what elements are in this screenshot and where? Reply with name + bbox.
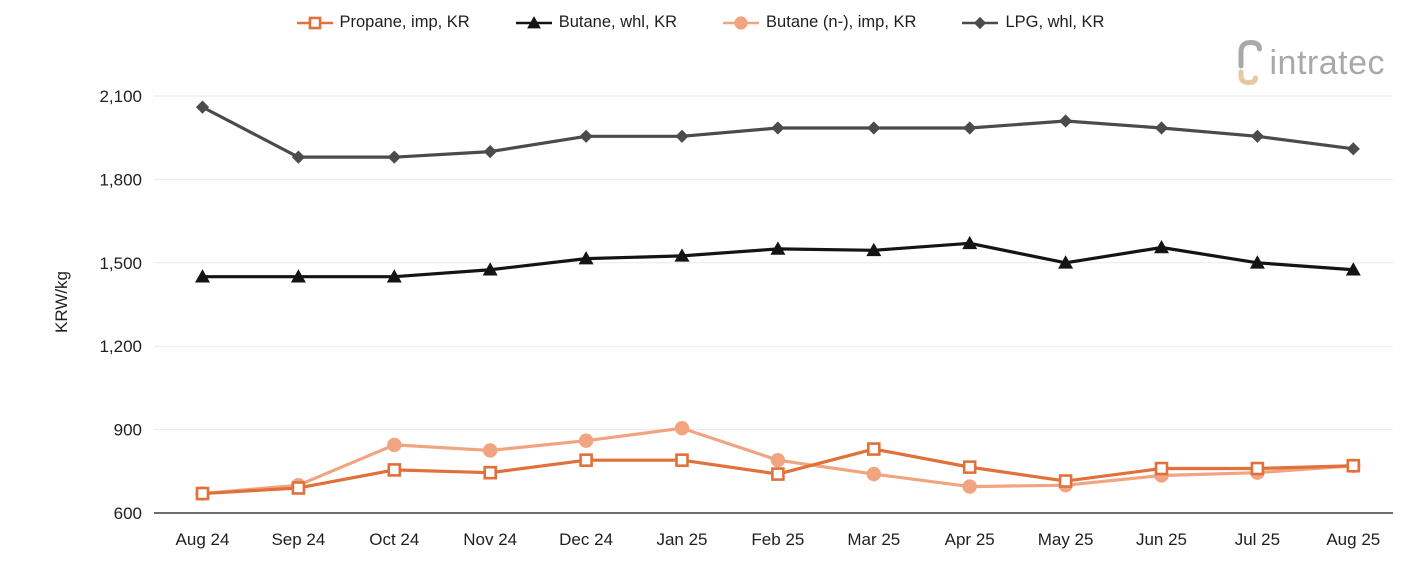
data-point-marker [867, 121, 881, 135]
data-point-marker [1058, 255, 1074, 269]
y-tick-label: 1,200 [99, 337, 142, 356]
open-square-legend-marker-icon [296, 16, 333, 29]
data-point-marker [675, 453, 689, 467]
series-propane-imp-kr [195, 442, 1361, 501]
legend-item-lpg-whl-kr[interactable]: LPG, whl, KR [962, 13, 1104, 32]
data-point-marker [578, 251, 594, 265]
data-point-marker [387, 437, 402, 453]
data-point-marker [974, 16, 987, 29]
legend-label: LPG, whl, KR [1005, 13, 1105, 31]
data-point-marker [579, 129, 593, 143]
data-point-marker [866, 466, 881, 482]
data-point-marker [1250, 461, 1265, 476]
x-tick-label: Aug 24 [176, 530, 230, 549]
x-tick-label: Oct 24 [369, 530, 419, 549]
data-point-marker [1154, 121, 1169, 135]
intratec-logo-text: intratec [1269, 44, 1385, 82]
data-point-marker [963, 121, 977, 135]
data-point-marker [1346, 142, 1360, 156]
data-point-marker [195, 486, 210, 501]
data-point-marker [1249, 255, 1265, 269]
data-point-marker [483, 443, 498, 458]
data-point-marker [734, 15, 748, 30]
data-point-marker [483, 145, 497, 159]
data-point-marker [578, 433, 594, 448]
data-point-marker [1345, 262, 1361, 276]
x-tick-label: Jun 25 [1136, 530, 1187, 549]
data-point-marker [195, 100, 210, 114]
series-lpg-whl-kr [195, 100, 1360, 164]
legend-item-propane-imp-kr[interactable]: Propane, imp, KR [296, 13, 470, 32]
legend-item-butane-whl-kr[interactable]: Butane, whl, KR [515, 13, 678, 32]
chart-legend: Propane, imp, KR Butane, whl, KR Butane (n… [0, 13, 1401, 32]
y-axis-title: KRW/kg [52, 270, 71, 334]
data-point-marker [526, 15, 541, 28]
data-point-marker [866, 442, 881, 456]
y-tick-label: 1,800 [99, 170, 142, 189]
data-point-marker [770, 241, 786, 255]
legend-label: Propane, imp, KR [339, 13, 470, 31]
x-tick-label: Dec 24 [559, 530, 613, 549]
legend-label: Butane, whl, KR [558, 13, 678, 31]
data-point-marker [675, 129, 689, 143]
triangle-legend-marker-icon [515, 15, 552, 28]
data-point-marker [1250, 129, 1264, 143]
data-point-marker [579, 453, 593, 467]
y-tick-label: 2,100 [99, 87, 142, 106]
data-point-marker [674, 248, 690, 262]
y-axis-tick-labels: 600 900 1,200 1,500 1,800 2,100 [99, 87, 142, 523]
data-point-marker [1346, 458, 1361, 473]
x-tick-label: Sep 24 [271, 530, 325, 549]
y-tick-label: 900 [114, 421, 142, 440]
y-tick-label: 1,500 [99, 254, 142, 273]
data-point-marker [387, 463, 402, 477]
circle-legend-marker-icon [723, 15, 760, 30]
data-point-marker [770, 452, 786, 468]
data-point-marker [195, 269, 210, 283]
series-butane-whl-kr [195, 235, 1361, 283]
data-point-marker [771, 121, 785, 135]
x-tick-label: Jul 25 [1235, 530, 1280, 549]
data-point-marker [674, 421, 690, 436]
data-point-marker [308, 16, 321, 29]
data-point-marker [771, 467, 785, 481]
data-point-marker [386, 269, 402, 283]
x-tick-label: Mar 25 [847, 530, 900, 549]
data-point-marker [291, 150, 305, 164]
legend-item-butane-n-imp-kr[interactable]: Butane (n-), imp, KR [723, 13, 916, 32]
data-point-marker [387, 150, 401, 164]
x-tick-label: Aug 25 [1326, 530, 1380, 549]
data-point-marker [1154, 461, 1169, 476]
x-tick-label: Apr 25 [945, 530, 995, 549]
data-point-marker [1058, 474, 1073, 488]
data-point-marker [482, 262, 498, 276]
data-point-marker [962, 479, 977, 494]
x-axis-tick-labels: Aug 24 Sep 24 Oct 24 Nov 24 Dec 24 Jan 25 Feb … [176, 530, 1381, 549]
data-point-marker [1154, 240, 1169, 254]
intratec-logo: intratec [1233, 35, 1386, 87]
data-point-marker [290, 269, 306, 283]
data-point-marker [291, 481, 306, 495]
x-tick-label: May 25 [1038, 530, 1094, 549]
data-point-marker [962, 235, 978, 250]
x-tick-label: Jan 25 [656, 530, 707, 549]
y-tick-label: 600 [114, 504, 142, 523]
data-point-marker [483, 465, 498, 480]
data-point-marker [1059, 114, 1073, 128]
series-butane-n-imp-kr [195, 421, 1361, 501]
x-tick-label: Feb 25 [751, 530, 804, 549]
data-point-marker [962, 460, 977, 474]
legend-label: Butane (n-), imp, KR [766, 13, 917, 31]
data-point-marker [866, 242, 882, 257]
intratec-logo-icon [1238, 39, 1262, 86]
diamond-legend-marker-icon [962, 16, 999, 29]
x-tick-label: Nov 24 [463, 530, 517, 549]
gridlines [154, 95, 1393, 431]
